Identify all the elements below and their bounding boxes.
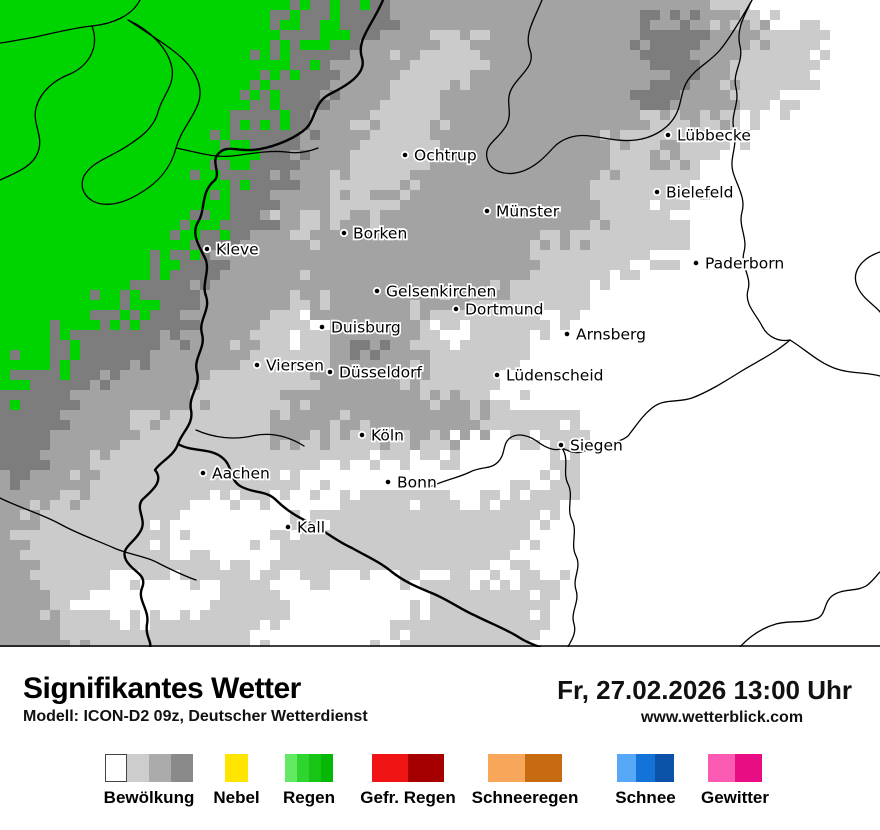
city-label: Duisburg bbox=[331, 319, 401, 337]
city-label: Arnsberg bbox=[576, 326, 646, 344]
city-label: Viersen bbox=[266, 357, 324, 375]
city-dot bbox=[198, 468, 208, 478]
city-marker-bielefeld: Bielefeld bbox=[652, 182, 735, 203]
district-border-line bbox=[561, 339, 791, 454]
city-dot bbox=[451, 304, 461, 314]
city-marker-paderborn: Paderborn bbox=[691, 253, 786, 274]
city-label: Lübbecke bbox=[677, 127, 751, 145]
city-marker-m-nster: Münster bbox=[482, 201, 561, 222]
city-dot bbox=[383, 477, 393, 487]
page-title: Signifikantes Wetter bbox=[23, 672, 301, 705]
city-label: Aachen bbox=[212, 465, 270, 483]
city-dot bbox=[482, 206, 492, 216]
city-dot bbox=[492, 370, 502, 380]
city-label: Gelsenkirchen bbox=[386, 283, 496, 301]
district-border-line bbox=[485, 0, 753, 175]
city-dot bbox=[283, 522, 293, 532]
district-border-line bbox=[789, 339, 880, 377]
national-border-line bbox=[176, 178, 217, 446]
city-dot bbox=[339, 228, 349, 238]
city-marker-gelsenkirchen: Gelsenkirchen bbox=[372, 281, 498, 302]
city-dot bbox=[317, 322, 327, 332]
city-label: Dortmund bbox=[465, 301, 543, 319]
city-marker-dortmund: Dortmund bbox=[451, 299, 545, 320]
district-border-line bbox=[0, 25, 96, 181]
district-border-line bbox=[561, 447, 579, 647]
weather-field-layer-4 bbox=[0, 0, 370, 410]
district-border-line bbox=[854, 251, 880, 313]
city-marker-arnsberg: Arnsberg bbox=[562, 324, 648, 345]
city-marker-aachen: Aachen bbox=[198, 463, 272, 484]
model-info: Modell: ICON-D2 09z, Deutscher Wetterdie… bbox=[23, 708, 368, 725]
weather-field-layer-3 bbox=[0, 0, 710, 490]
national-border-line bbox=[123, 442, 180, 647]
district-border-line bbox=[731, 0, 791, 342]
city-marker-borken: Borken bbox=[339, 223, 409, 244]
city-dot bbox=[202, 244, 212, 254]
city-marker-l-bbecke: Lübbecke bbox=[663, 125, 753, 146]
national-border-line bbox=[213, 0, 385, 182]
map-canvas: Ochtrup Lübbecke Münster Bielefeld Borken Kle… bbox=[0, 0, 880, 647]
city-dot bbox=[372, 286, 382, 296]
city-dot bbox=[325, 367, 335, 377]
city-marker-duisburg: Duisburg bbox=[317, 317, 402, 338]
city-label: Paderborn bbox=[705, 255, 784, 273]
website-url: www.wetterblick.com bbox=[640, 709, 804, 726]
city-marker-l-denscheid: Lüdenscheid bbox=[492, 365, 605, 386]
district-border-line bbox=[195, 429, 305, 447]
city-label: Ochtrup bbox=[414, 147, 477, 165]
city-marker-siegen: Siegen bbox=[556, 435, 625, 456]
city-marker-viersen: Viersen bbox=[252, 355, 326, 376]
national-border-line bbox=[176, 442, 542, 647]
city-marker-kall: Kall bbox=[283, 517, 327, 538]
city-marker-d-sseldorf: Düsseldorf bbox=[325, 362, 424, 383]
district-border-line bbox=[81, 19, 201, 205]
city-label: Köln bbox=[371, 427, 404, 445]
city-marker-k-ln: Köln bbox=[357, 425, 406, 446]
city-label: Bonn bbox=[397, 474, 437, 492]
city-marker-bonn: Bonn bbox=[383, 472, 438, 493]
city-marker-ochtrup: Ochtrup bbox=[400, 145, 478, 166]
city-dot bbox=[556, 440, 566, 450]
city-dot bbox=[663, 130, 673, 140]
city-label: Lüdenscheid bbox=[506, 367, 604, 385]
city-marker-kleve: Kleve bbox=[202, 239, 260, 260]
weather-field-layer-2 bbox=[0, 0, 770, 647]
city-label: Münster bbox=[496, 203, 560, 221]
district-border-line bbox=[0, 497, 197, 581]
city-label: Kall bbox=[297, 519, 325, 537]
city-label: Kleve bbox=[216, 241, 259, 259]
district-border-line bbox=[0, 0, 141, 44]
city-dot bbox=[562, 329, 572, 339]
district-border-line bbox=[429, 434, 563, 488]
city-label: Borken bbox=[353, 225, 407, 243]
city-dot bbox=[400, 150, 410, 160]
city-label: Düsseldorf bbox=[339, 364, 422, 382]
district-border-line bbox=[739, 571, 880, 647]
city-label: Siegen bbox=[570, 437, 623, 455]
city-dot bbox=[691, 258, 701, 268]
district-border-line bbox=[175, 147, 319, 158]
forecast-datetime: Fr, 27.02.2026 13:00 Uhr bbox=[557, 675, 852, 705]
city-dot bbox=[252, 360, 262, 370]
info-bar: Signifikantes Wetter Fr, 27.02.2026 13:0… bbox=[0, 647, 880, 830]
city-label: Bielefeld bbox=[666, 184, 733, 202]
city-dot bbox=[652, 187, 662, 197]
city-dot bbox=[357, 430, 367, 440]
